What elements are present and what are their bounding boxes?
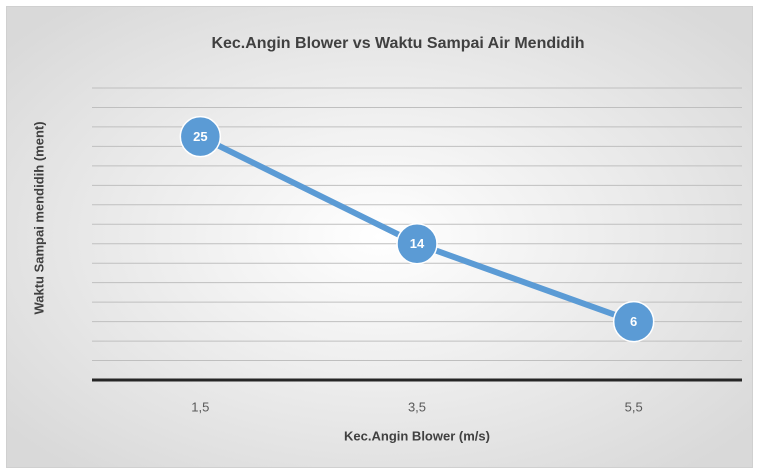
data-label: 6 (630, 314, 637, 329)
x-tick-label: 3,5 (408, 399, 426, 414)
marker (612, 300, 655, 343)
marker (396, 222, 438, 265)
y-axis-label: Waktu Sampai mendidih (ment) (31, 121, 46, 314)
marker (179, 115, 222, 158)
x-tick-label: 1,5 (191, 399, 209, 414)
data-label: 14 (410, 236, 425, 251)
x-tick-label: 5,5 (625, 399, 643, 414)
chart-background (6, 6, 753, 468)
chart-title: Kec.Angin Blower vs Waktu Sampai Air Men… (211, 35, 584, 52)
x-axis-label: Kec.Angin Blower (m/s) (344, 428, 490, 443)
data-label: 25 (193, 129, 207, 144)
